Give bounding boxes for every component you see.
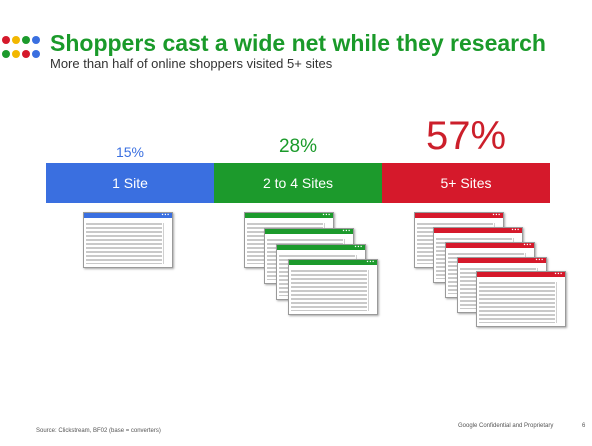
segment-bar-1-site: 1 Site	[46, 163, 214, 203]
percent-label-2-to-4-sites: 28%	[278, 136, 318, 157]
segment-bar-5-plus-sites: 5+ Sites	[382, 163, 550, 203]
browser-window-icon: ▪▪▪	[476, 271, 566, 327]
logo-dots-icon	[2, 36, 42, 66]
percent-label-5-plus-sites: 57%	[425, 114, 507, 158]
segment-bar-2-to-4-sites: 2 to 4 Sites	[214, 163, 382, 203]
page-number: 6	[582, 423, 586, 429]
percent-label-1-site: 15%	[115, 144, 145, 160]
slide-title: Shoppers cast a wide net while they rese…	[50, 30, 546, 56]
browser-window-icon: ▪▪▪	[83, 212, 173, 268]
segment-label-1-site: 1 Site	[112, 175, 148, 191]
confidential-note: Google Confidential and Proprietary	[458, 423, 554, 429]
segment-label-2-to-4-sites: 2 to 4 Sites	[262, 175, 334, 191]
segment-label-5-plus-sites: 5+ Sites	[440, 175, 492, 191]
browser-window-icon: ▪▪▪	[288, 259, 378, 315]
source-note: Source: Clickstream, BF02 (base = conver…	[36, 428, 161, 434]
slide-subtitle: More than half of online shoppers visite…	[50, 56, 333, 71]
